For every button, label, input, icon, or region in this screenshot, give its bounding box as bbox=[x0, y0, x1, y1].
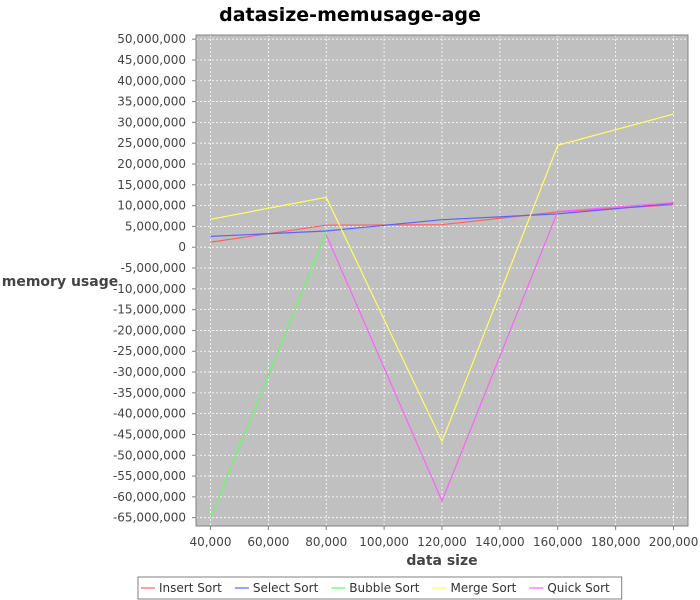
x-tick-label: 80,000 bbox=[305, 535, 347, 549]
x-tick-label: 100,000 bbox=[359, 535, 409, 549]
y-tick-label: 25,000,000 bbox=[117, 136, 186, 150]
y-axis: 50,000,000 45,000,000 40,000,000 35,000,000… bbox=[113, 32, 196, 525]
x-axis: 40,000 60,000 80,000 100,000 120,000 140,000 1… bbox=[189, 526, 698, 549]
y-tick-label: 45,000,000 bbox=[117, 53, 186, 67]
y-tick-label: -55,000,000 bbox=[113, 469, 186, 483]
y-tick-label: 20,000,000 bbox=[117, 157, 186, 171]
legend-label-merge-sort: Merge Sort bbox=[450, 581, 516, 595]
series-line-insert-sort bbox=[210, 204, 674, 243]
y-tick-label: 40,000,000 bbox=[117, 74, 186, 88]
legend-label-insert-sort: Insert Sort bbox=[159, 581, 222, 595]
y-tick-label: -5,000,000 bbox=[121, 261, 186, 275]
x-tick-label: 120,000 bbox=[417, 535, 467, 549]
y-tick-label: -65,000,000 bbox=[113, 511, 186, 525]
y-tick-label: -15,000,000 bbox=[113, 303, 186, 317]
legend-label-quick-sort: Quick Sort bbox=[547, 581, 610, 595]
y-axis-label: memory usage bbox=[2, 274, 118, 290]
y-tick-label: -10,000,000 bbox=[113, 282, 186, 296]
x-tick-label: 180,000 bbox=[591, 535, 641, 549]
x-tick-label: 140,000 bbox=[475, 535, 525, 549]
y-tick-label: -20,000,000 bbox=[113, 323, 186, 337]
legend-label-bubble-sort: Bubble Sort bbox=[349, 581, 419, 595]
y-tick-label: -25,000,000 bbox=[113, 344, 186, 358]
y-tick-label: -35,000,000 bbox=[113, 386, 186, 400]
x-tick-label: 40,000 bbox=[189, 535, 231, 549]
x-tick-label: 60,000 bbox=[247, 535, 289, 549]
y-tick-label: 5,000,000 bbox=[125, 219, 186, 233]
legend-box bbox=[137, 576, 623, 600]
series-line-bubble-sort bbox=[209, 232, 327, 518]
legend-label-select-sort: Select Sort bbox=[253, 581, 319, 595]
y-tick-label: -30,000,000 bbox=[113, 365, 186, 379]
y-tick-label: 10,000,000 bbox=[117, 199, 186, 213]
legend: Insert Sort Select Sort Bubble Sort Merge S… bbox=[137, 576, 623, 600]
chart-title: datasize-memusage-age bbox=[219, 4, 481, 26]
y-tick-label: -40,000,000 bbox=[113, 407, 186, 421]
y-tick-label: -60,000,000 bbox=[113, 490, 186, 504]
x-tick-label: 160,000 bbox=[533, 535, 583, 549]
series-line-merge-sort bbox=[210, 113, 674, 444]
y-tick-label: -45,000,000 bbox=[113, 427, 186, 441]
y-tick-label: 15,000,000 bbox=[117, 178, 186, 192]
grid-lines bbox=[196, 35, 688, 526]
y-tick-label: 0 bbox=[178, 240, 186, 254]
x-axis-label: data size bbox=[406, 553, 477, 569]
y-tick-label: 50,000,000 bbox=[117, 32, 186, 46]
y-tick-label: -50,000,000 bbox=[113, 448, 186, 462]
series-lines bbox=[209, 113, 674, 518]
x-tick-label: 200,000 bbox=[649, 535, 699, 549]
series-line-quick-sort bbox=[325, 202, 674, 503]
y-tick-label: 35,000,000 bbox=[117, 95, 186, 109]
series-line-select-sort bbox=[210, 202, 674, 237]
y-tick-label: 30,000,000 bbox=[117, 115, 186, 129]
